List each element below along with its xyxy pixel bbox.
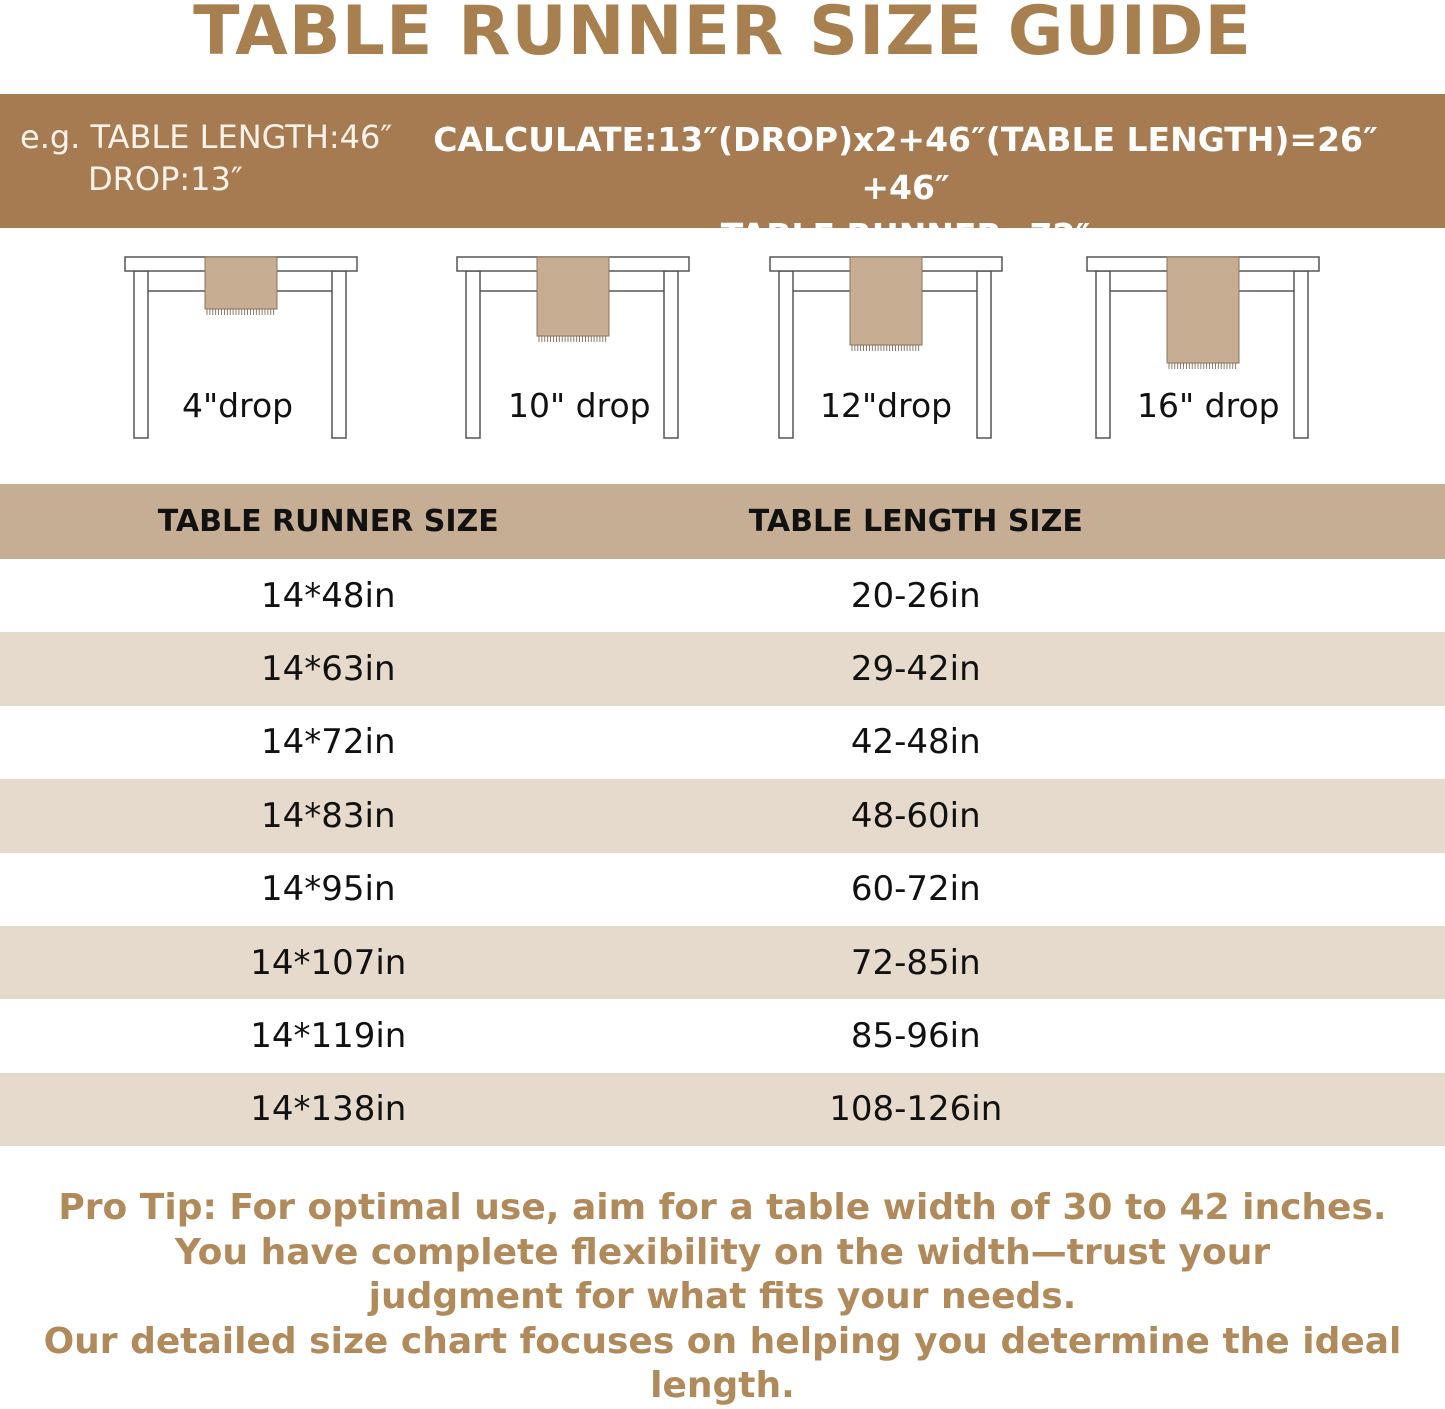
table-leg: [1095, 270, 1111, 439]
table-row: 14*107in 72-85in: [0, 925, 1445, 1000]
size-table: TABLE RUNNER SIZE TABLE LENGTH SIZE 14*4…: [0, 484, 1445, 1147]
table-leg: [331, 270, 347, 439]
table-length: 29-42in: [850, 649, 981, 690]
runner-size: 14*95in: [261, 869, 396, 910]
table-length: 42-48in: [850, 722, 981, 763]
tip-line: judgment for what fits your needs.: [368, 1276, 1077, 1317]
table-length: 48-60in: [850, 795, 981, 836]
tip-line: Pro Tip: For optimal use, aim for a tabl…: [58, 1187, 1387, 1228]
table-leg: [976, 270, 992, 439]
calculation-formula: CALCULATE:13″(DROP)x2+46″(TABLE LENGTH)=…: [433, 120, 1378, 207]
table-row: 14*63in 29-42in: [0, 632, 1445, 706]
table-length: 72-85in: [850, 942, 981, 983]
table-leg: [1293, 270, 1309, 439]
table-row: 14*72in 42-48in: [0, 706, 1445, 779]
table-length: 60-72in: [850, 869, 981, 910]
table-length: 85-96in: [850, 1016, 981, 1057]
table-leg: [778, 270, 794, 439]
example-table-length: e.g. TABLE LENGTH:46″: [20, 118, 393, 156]
example-calculation: CALCULATE:13″(DROP)x2+46″(TABLE LENGTH)=…: [398, 116, 1413, 260]
runner-size: 14*107in: [250, 942, 407, 983]
calculation-result: TABLE RUNNER=72″: [720, 216, 1091, 255]
table-length: 20-26in: [850, 575, 981, 616]
runner-size: 14*83in: [261, 795, 396, 836]
tip-line: Our detailed size chart focuses on helpi…: [43, 1320, 1402, 1407]
table-runner: [204, 256, 278, 310]
table-row: 14*138in 108-126in: [0, 1072, 1445, 1147]
example-drop: DROP:13″: [88, 160, 243, 198]
table-length: 108-126in: [829, 1089, 1003, 1130]
drop-label-10: 10" drop: [508, 386, 651, 425]
table-header: TABLE RUNNER SIZE TABLE LENGTH SIZE: [0, 484, 1445, 559]
table-row: 14*119in 85-96in: [0, 999, 1445, 1072]
header-runner-size: TABLE RUNNER SIZE: [157, 504, 499, 539]
runner-fringe: [851, 345, 920, 351]
table-runner: [536, 256, 610, 337]
runner-size: 14*63in: [261, 649, 396, 690]
table-leg: [465, 270, 481, 439]
table-row: 14*83in 48-60in: [0, 779, 1445, 853]
table-leg: [663, 270, 679, 439]
runner-fringe: [538, 336, 607, 342]
page-title: TABLE RUNNER SIZE GUIDE: [193, 0, 1252, 71]
runner-size: 14*48in: [261, 575, 396, 616]
tip-line: You have complete flexibility on the wid…: [174, 1231, 1271, 1273]
runner-size: 14*119in: [250, 1016, 407, 1057]
table-leg: [133, 270, 149, 439]
drop-label-12: 12"drop: [820, 386, 953, 425]
drop-label-16: 16" drop: [1137, 386, 1280, 425]
table-runner: [1166, 256, 1240, 364]
table-row: 14*95in 60-72in: [0, 853, 1445, 926]
table-row: 14*48in 20-26in: [0, 559, 1445, 632]
drop-illustrations: 4"drop 10" drop 12"drop 16" drop: [0, 240, 1445, 460]
header-table-length: TABLE LENGTH SIZE: [748, 504, 1083, 539]
pro-tip: Pro Tip: For optimal use, aim for a tabl…: [0, 1186, 1445, 1409]
runner-size: 14*138in: [250, 1089, 407, 1130]
runner-fringe: [206, 309, 275, 315]
table-runner: [849, 256, 923, 346]
runner-size: 14*72in: [261, 722, 396, 763]
drop-label-4: 4"drop: [182, 386, 294, 425]
table-drawings: [124, 256, 1320, 439]
example-values: e.g. TABLE LENGTH:46″ DROP:13″: [20, 116, 392, 200]
runner-fringe: [1168, 363, 1237, 369]
example-banner: e.g. TABLE LENGTH:46″ DROP:13″ CALCULATE…: [0, 94, 1445, 255]
